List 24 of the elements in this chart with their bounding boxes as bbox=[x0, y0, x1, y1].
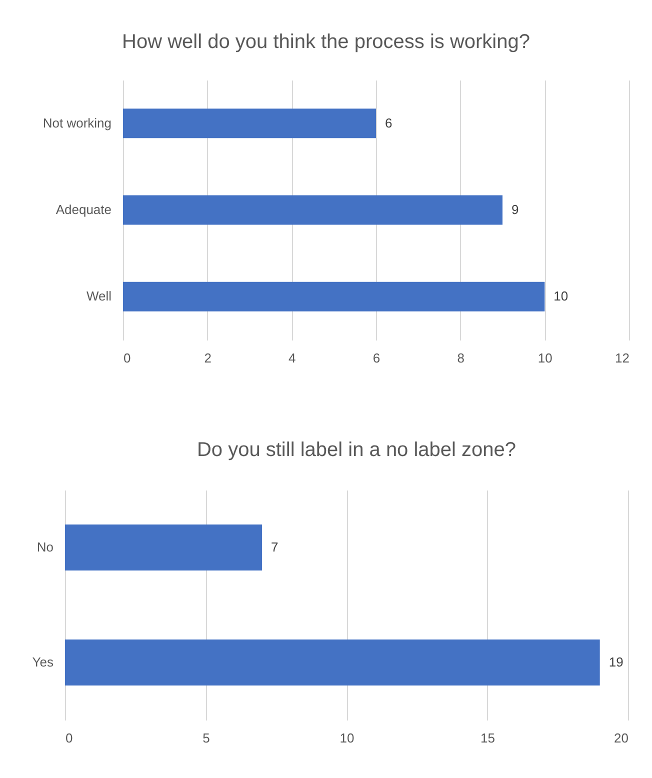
x-tick-label: 0 bbox=[124, 350, 131, 366]
data-label: 19 bbox=[608, 654, 624, 670]
x-tick-label: 12 bbox=[615, 350, 630, 366]
chart-title: How well do you think the process is working? bbox=[122, 31, 530, 53]
x-tick-label: 4 bbox=[288, 350, 296, 366]
x-tick-label: 10 bbox=[340, 730, 354, 746]
chart-title: Do you still label in a no label zone? bbox=[196, 439, 516, 461]
y-tick-label: Not working bbox=[42, 115, 112, 130]
x-tick-label: 8 bbox=[457, 350, 464, 366]
x-tick-label: 20 bbox=[614, 730, 628, 746]
x-tick-label: 2 bbox=[204, 350, 212, 366]
data-label: 6 bbox=[385, 115, 392, 130]
x-tick-label: 5 bbox=[202, 730, 210, 746]
x-tick-label: 10 bbox=[538, 350, 552, 366]
data-label: 9 bbox=[512, 202, 519, 217]
data-label: 7 bbox=[271, 540, 278, 554]
x-tick-label: 6 bbox=[372, 350, 380, 366]
data-label: 10 bbox=[554, 288, 568, 304]
x-tick-label: 0 bbox=[66, 730, 73, 746]
y-tick-label: Yes bbox=[32, 654, 54, 670]
y-tick-label: Adequate bbox=[56, 202, 112, 217]
y-tick-label: No bbox=[36, 540, 54, 554]
x-tick-label: 15 bbox=[480, 730, 495, 746]
y-tick-label: Well bbox=[86, 288, 112, 304]
